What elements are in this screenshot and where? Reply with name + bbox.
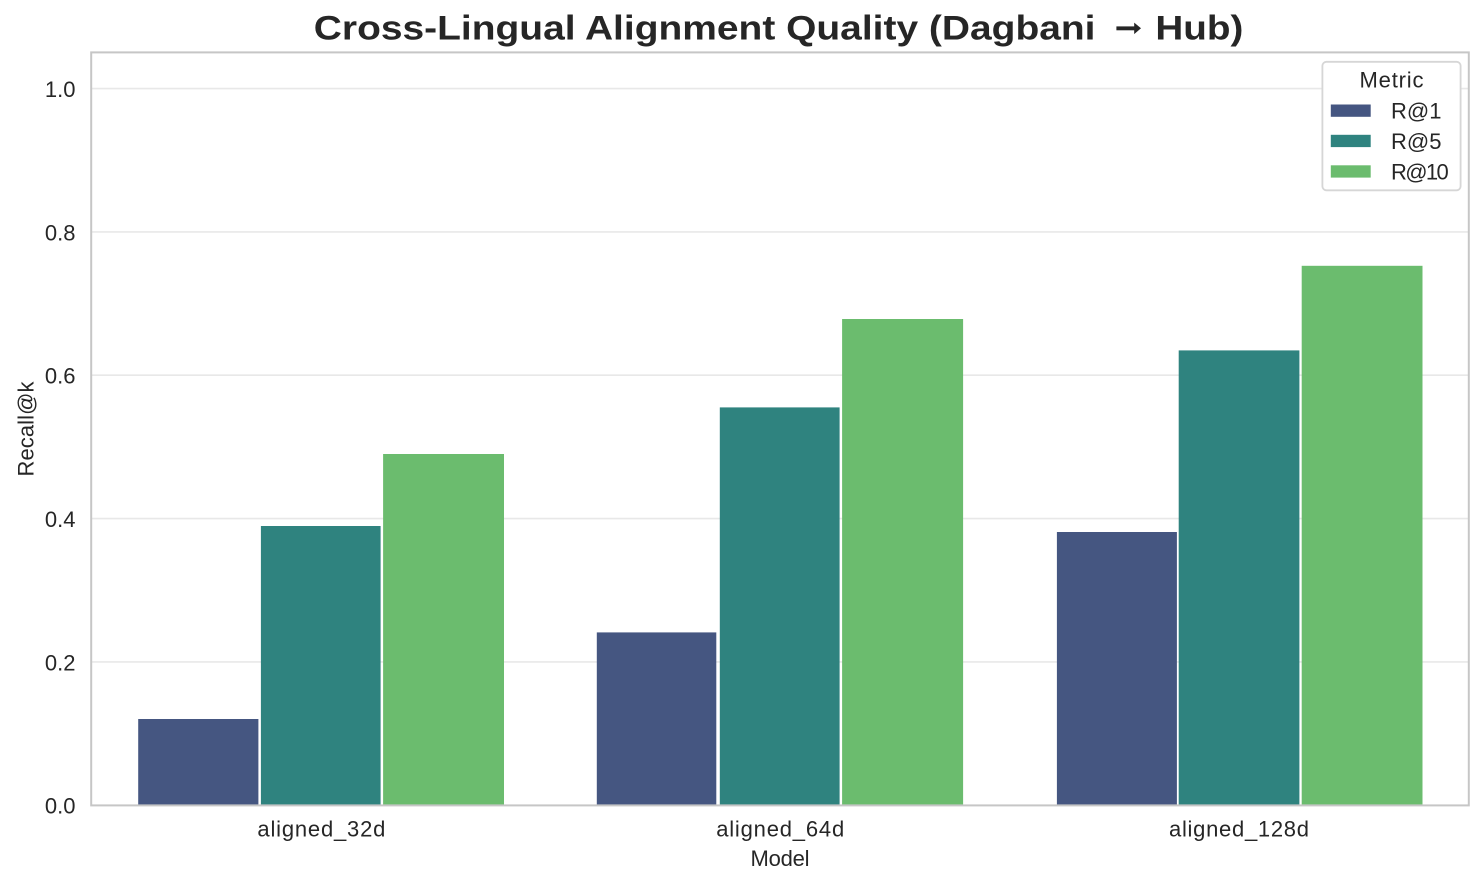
svg-text:0.0: 0.0 bbox=[45, 794, 76, 819]
svg-text:Hub): Hub) bbox=[1155, 10, 1243, 48]
svg-text:0.2: 0.2 bbox=[45, 650, 76, 675]
svg-text:aligned_64d: aligned_64d bbox=[716, 816, 844, 841]
svg-text:R@5: R@5 bbox=[1391, 129, 1441, 154]
svg-text:0.8: 0.8 bbox=[45, 220, 76, 245]
svg-text:0.6: 0.6 bbox=[45, 364, 76, 389]
svg-text:aligned_32d: aligned_32d bbox=[257, 816, 385, 841]
svg-text:1.0: 1.0 bbox=[45, 77, 76, 102]
svg-text:Metric: Metric bbox=[1360, 67, 1424, 92]
svg-text:R@10: R@10 bbox=[1391, 160, 1449, 185]
svg-text:R@1: R@1 bbox=[1391, 99, 1441, 124]
svg-text:Recall@k: Recall@k bbox=[13, 381, 38, 477]
svg-text:aligned_128d: aligned_128d bbox=[1169, 816, 1309, 841]
svg-text:Model: Model bbox=[751, 846, 810, 871]
svg-text:Cross-Lingual Alignment Qualit: Cross-Lingual Alignment Quality (Dagbani bbox=[314, 10, 1096, 48]
svg-text:0.4: 0.4 bbox=[45, 507, 76, 532]
